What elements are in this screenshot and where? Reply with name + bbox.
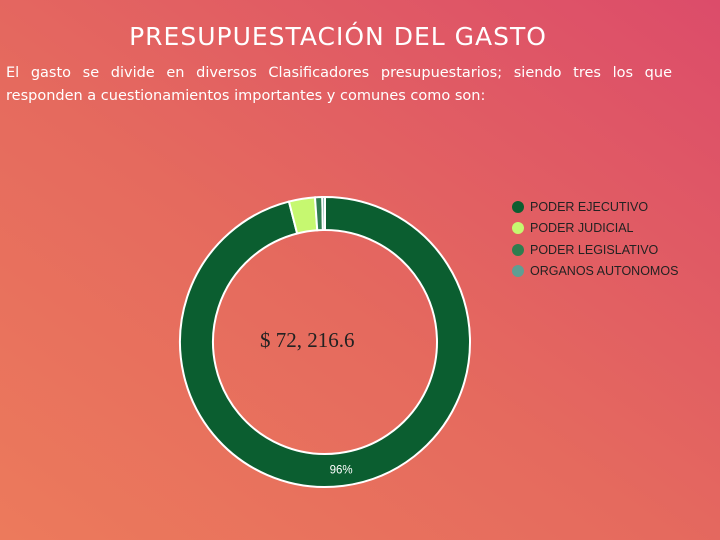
legend-label: PODER LEGISLATIVO [530,242,659,257]
legend-item[interactable]: PODER LEGISLATIVO [512,239,678,261]
legend-swatch [512,243,524,256]
chart-legend: PODER EJECUTIVO PODER JUDICIAL PODER LEGIS… [512,196,678,282]
intro-paragraph: El gasto se divide en diversos Clasifica… [6,65,672,104]
donut-slice-poder-ejecutivo [179,195,471,488]
legend-label: ORGANOS AUTONOMOS [530,264,679,279]
legend-swatch [512,200,524,213]
legend-label: PODER EJECUTIVO [530,199,649,214]
legend-item[interactable]: PODER EJECUTIVO [512,196,678,218]
page-title: PRESUPUESTACIÓN DEL GASTO [129,22,547,51]
legend-swatch [512,265,524,278]
slice-data-label: 96% [330,464,353,476]
legend-item[interactable]: ORGANOS AUTONOMOS [512,261,678,283]
legend-item[interactable]: PODER JUDICIAL [512,218,678,240]
legend-label: PODER JUDICIAL [530,221,634,236]
donut-slice-organos-autonomos [321,195,326,232]
total-amount-label: $ 72, 216.6 [260,328,355,352]
legend-swatch [512,222,524,235]
